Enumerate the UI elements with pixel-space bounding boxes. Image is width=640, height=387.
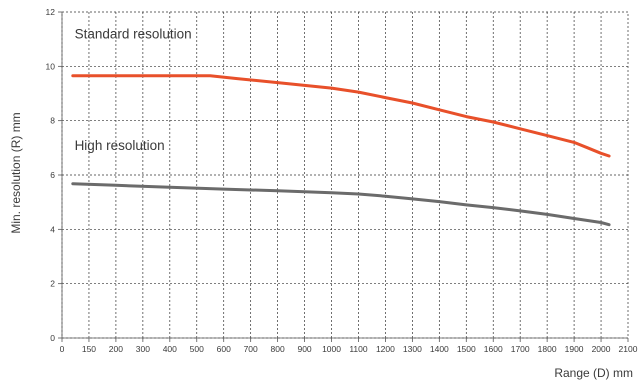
axes: 0 150 200 300 400 500 600 700 800 900 1000 1100 1200… bbox=[46, 7, 638, 354]
x-tick-label: 1400 bbox=[430, 344, 449, 354]
y-tick-label: 6 bbox=[50, 170, 55, 180]
annotations: Standard resolution High resolution bbox=[75, 27, 192, 153]
series-line-1 bbox=[71, 74, 611, 158]
x-tick-label: 1800 bbox=[538, 344, 557, 354]
x-tick-label: 150 bbox=[82, 344, 96, 354]
x-tick-label: 1200 bbox=[376, 344, 395, 354]
x-tick-label: 200 bbox=[109, 344, 123, 354]
y-tick-label: 4 bbox=[50, 224, 55, 234]
grid bbox=[61, 11, 629, 339]
x-tick-label: 1500 bbox=[457, 344, 476, 354]
x-tick-label: 300 bbox=[136, 344, 150, 354]
x-axis-title: Range (D) mm bbox=[554, 366, 633, 380]
x-tick-label: 400 bbox=[163, 344, 177, 354]
x-tick-label: 1900 bbox=[565, 344, 584, 354]
x-tick-label: 0 bbox=[60, 344, 65, 354]
y-tick-label: 10 bbox=[46, 61, 56, 71]
x-tick-label: 1700 bbox=[511, 344, 530, 354]
x-tick-label: 800 bbox=[271, 344, 285, 354]
y-tick-label: 0 bbox=[50, 333, 55, 343]
x-tick-label: 700 bbox=[244, 344, 258, 354]
y-axis-title: Min. resolution (R) mm bbox=[9, 112, 23, 233]
x-tick-label: 500 bbox=[190, 344, 204, 354]
series-line-2 bbox=[71, 182, 611, 227]
x-tick-label: 1300 bbox=[403, 344, 422, 354]
annotation-label: Standard resolution bbox=[75, 27, 192, 42]
x-tick-label: 1600 bbox=[484, 344, 503, 354]
x-tick-label: 600 bbox=[217, 344, 231, 354]
y-tick-label: 8 bbox=[50, 116, 55, 126]
x-tick-label: 2000 bbox=[592, 344, 611, 354]
y-tick-label: 12 bbox=[46, 7, 56, 17]
x-tick-label: 2100 bbox=[619, 344, 638, 354]
x-tick-label: 900 bbox=[297, 344, 311, 354]
y-tick-label: 2 bbox=[50, 279, 55, 289]
x-tick-label: 1000 bbox=[322, 344, 341, 354]
x-tick-label: 1100 bbox=[349, 344, 368, 354]
annotation-label: High resolution bbox=[75, 138, 165, 153]
series-group bbox=[71, 74, 611, 227]
